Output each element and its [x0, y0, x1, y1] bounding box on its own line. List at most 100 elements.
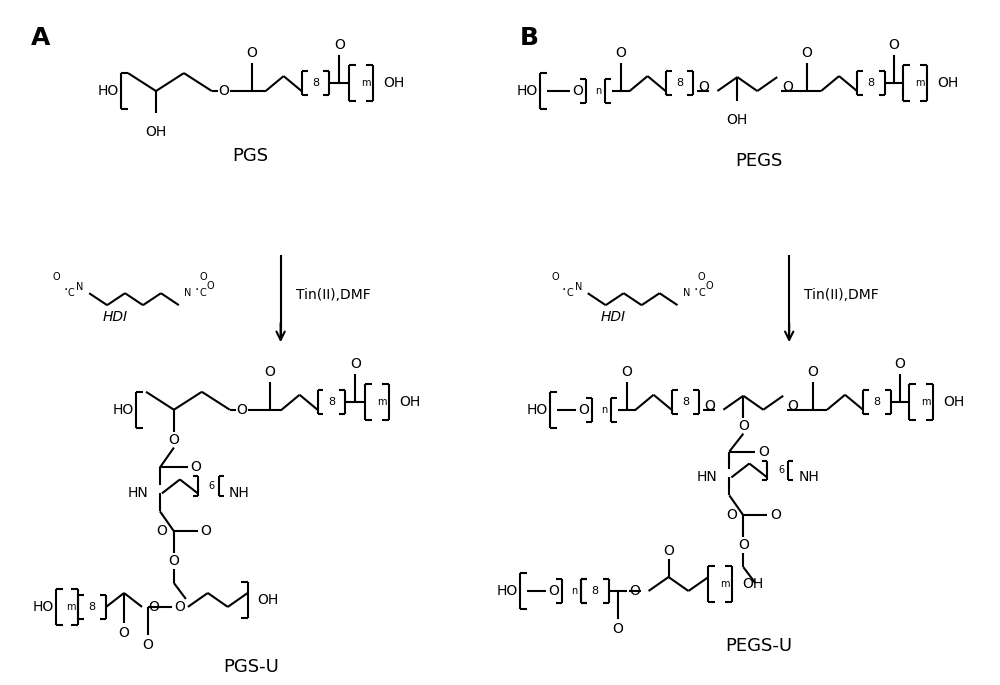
Text: O: O [52, 272, 60, 282]
Text: .: . [63, 279, 67, 293]
Text: OH: OH [943, 395, 964, 409]
Text: OH: OH [383, 76, 405, 90]
Text: NH: NH [229, 486, 250, 500]
Text: n: n [595, 86, 601, 96]
Text: O: O [758, 445, 769, 458]
Text: m: m [377, 397, 387, 407]
Text: O: O [888, 38, 899, 52]
Text: C: C [199, 288, 206, 298]
Text: O: O [174, 600, 185, 614]
Text: 8: 8 [676, 78, 683, 88]
Text: O: O [698, 272, 705, 282]
Text: HO: HO [33, 600, 54, 614]
Text: O: O [168, 433, 179, 447]
Text: n: n [601, 405, 607, 414]
Text: .: . [195, 279, 199, 293]
Text: PEGS-U: PEGS-U [726, 637, 793, 655]
Text: O: O [706, 282, 713, 291]
Text: HDI: HDI [601, 310, 626, 324]
Text: 8: 8 [867, 78, 875, 88]
Text: O: O [350, 357, 361, 371]
Text: N: N [76, 282, 84, 292]
Text: Tin(II),DMF: Tin(II),DMF [296, 288, 370, 302]
Text: HN: HN [127, 486, 148, 500]
Text: m: m [720, 579, 730, 589]
Text: N: N [683, 288, 690, 298]
Text: HO: HO [113, 403, 134, 416]
Text: O: O [246, 46, 257, 60]
Text: 8: 8 [873, 397, 881, 407]
Text: 8: 8 [89, 602, 96, 612]
Text: O: O [770, 508, 781, 522]
Text: A: A [31, 26, 51, 50]
Text: OH: OH [742, 577, 764, 591]
Text: N: N [575, 282, 582, 292]
Text: OH: OH [399, 395, 421, 409]
Text: Tin(II),DMF: Tin(II),DMF [804, 288, 879, 302]
Text: O: O [621, 365, 632, 379]
Text: HN: HN [697, 471, 717, 484]
Text: HO: HO [517, 84, 538, 98]
Text: HO: HO [497, 584, 518, 598]
Text: OH: OH [258, 593, 279, 607]
Text: 8: 8 [682, 397, 689, 407]
Text: PEGS: PEGS [736, 152, 783, 170]
Text: O: O [788, 399, 799, 413]
Text: O: O [143, 638, 153, 651]
Text: O: O [808, 365, 819, 379]
Text: OH: OH [937, 76, 958, 90]
Text: n: n [571, 586, 577, 596]
Text: .: . [693, 279, 698, 293]
Text: 8: 8 [312, 78, 319, 88]
Text: O: O [738, 419, 749, 433]
Text: B: B [520, 26, 539, 50]
Text: O: O [119, 626, 129, 640]
Text: O: O [704, 399, 715, 413]
Text: O: O [200, 524, 211, 538]
Text: O: O [612, 622, 623, 636]
Text: 8: 8 [591, 586, 598, 596]
Text: O: O [149, 600, 159, 614]
Text: O: O [572, 84, 583, 98]
Text: O: O [726, 508, 737, 522]
Text: PGS-U: PGS-U [223, 658, 279, 675]
Text: OH: OH [727, 113, 748, 127]
Text: O: O [782, 80, 793, 94]
Text: C: C [566, 288, 573, 298]
Text: O: O [629, 584, 640, 598]
Text: N: N [184, 288, 192, 298]
Text: PGS: PGS [233, 147, 269, 165]
Text: C: C [698, 288, 705, 298]
Text: O: O [218, 84, 229, 98]
Text: HO: HO [527, 403, 548, 416]
Text: 6: 6 [209, 482, 215, 491]
Text: O: O [236, 403, 247, 416]
Text: O: O [207, 282, 215, 291]
Text: O: O [334, 38, 345, 52]
Text: HO: HO [98, 84, 119, 98]
Text: C: C [68, 288, 75, 298]
Text: O: O [157, 524, 167, 538]
Text: O: O [190, 460, 201, 475]
Text: NH: NH [798, 471, 819, 484]
Text: O: O [894, 357, 905, 371]
Text: O: O [698, 80, 709, 94]
Text: 6: 6 [778, 466, 784, 475]
Text: O: O [199, 272, 207, 282]
Text: 8: 8 [328, 397, 335, 407]
Text: O: O [663, 544, 674, 558]
Text: O: O [548, 584, 559, 598]
Text: O: O [578, 403, 589, 416]
Text: .: . [562, 279, 566, 293]
Text: HDI: HDI [103, 310, 128, 324]
Text: O: O [738, 538, 749, 552]
Text: O: O [615, 46, 626, 60]
Text: O: O [168, 554, 179, 568]
Text: m: m [361, 78, 371, 88]
Text: O: O [802, 46, 813, 60]
Text: OH: OH [145, 125, 167, 139]
Text: O: O [264, 365, 275, 379]
Text: m: m [915, 78, 924, 88]
Text: O: O [551, 272, 559, 282]
Text: m: m [921, 397, 930, 407]
